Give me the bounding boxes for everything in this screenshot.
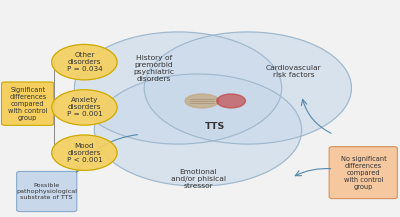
Circle shape bbox=[74, 32, 282, 144]
Text: Significant
differences
compared
with control
group: Significant differences compared with co… bbox=[8, 87, 48, 121]
Text: Mood
disorders
P < 0.001: Mood disorders P < 0.001 bbox=[66, 143, 102, 163]
FancyBboxPatch shape bbox=[2, 82, 54, 125]
Circle shape bbox=[144, 32, 352, 144]
Text: TTS: TTS bbox=[205, 122, 225, 131]
Text: Possible
pathophysiological
substrate of TTS: Possible pathophysiological substrate of… bbox=[16, 183, 77, 200]
Circle shape bbox=[52, 90, 117, 125]
Ellipse shape bbox=[185, 94, 219, 108]
FancyBboxPatch shape bbox=[17, 171, 77, 212]
Text: Anxiety
disorders
P = 0.001: Anxiety disorders P = 0.001 bbox=[66, 97, 102, 117]
FancyBboxPatch shape bbox=[329, 147, 397, 199]
Circle shape bbox=[94, 74, 302, 186]
Circle shape bbox=[52, 135, 117, 170]
Text: Other
disorders
P = 0.034: Other disorders P = 0.034 bbox=[66, 52, 102, 72]
Text: Cardiovascular
risk factors: Cardiovascular risk factors bbox=[266, 65, 322, 78]
Text: History of
premorbid
psychiatric
disorders: History of premorbid psychiatric disorde… bbox=[134, 55, 175, 82]
Text: No significant
differences
compared
with control
group: No significant differences compared with… bbox=[340, 156, 386, 190]
Circle shape bbox=[52, 44, 117, 80]
Ellipse shape bbox=[217, 94, 246, 108]
Text: Emotional
and/or phisical
stressor: Emotional and/or phisical stressor bbox=[170, 169, 226, 189]
